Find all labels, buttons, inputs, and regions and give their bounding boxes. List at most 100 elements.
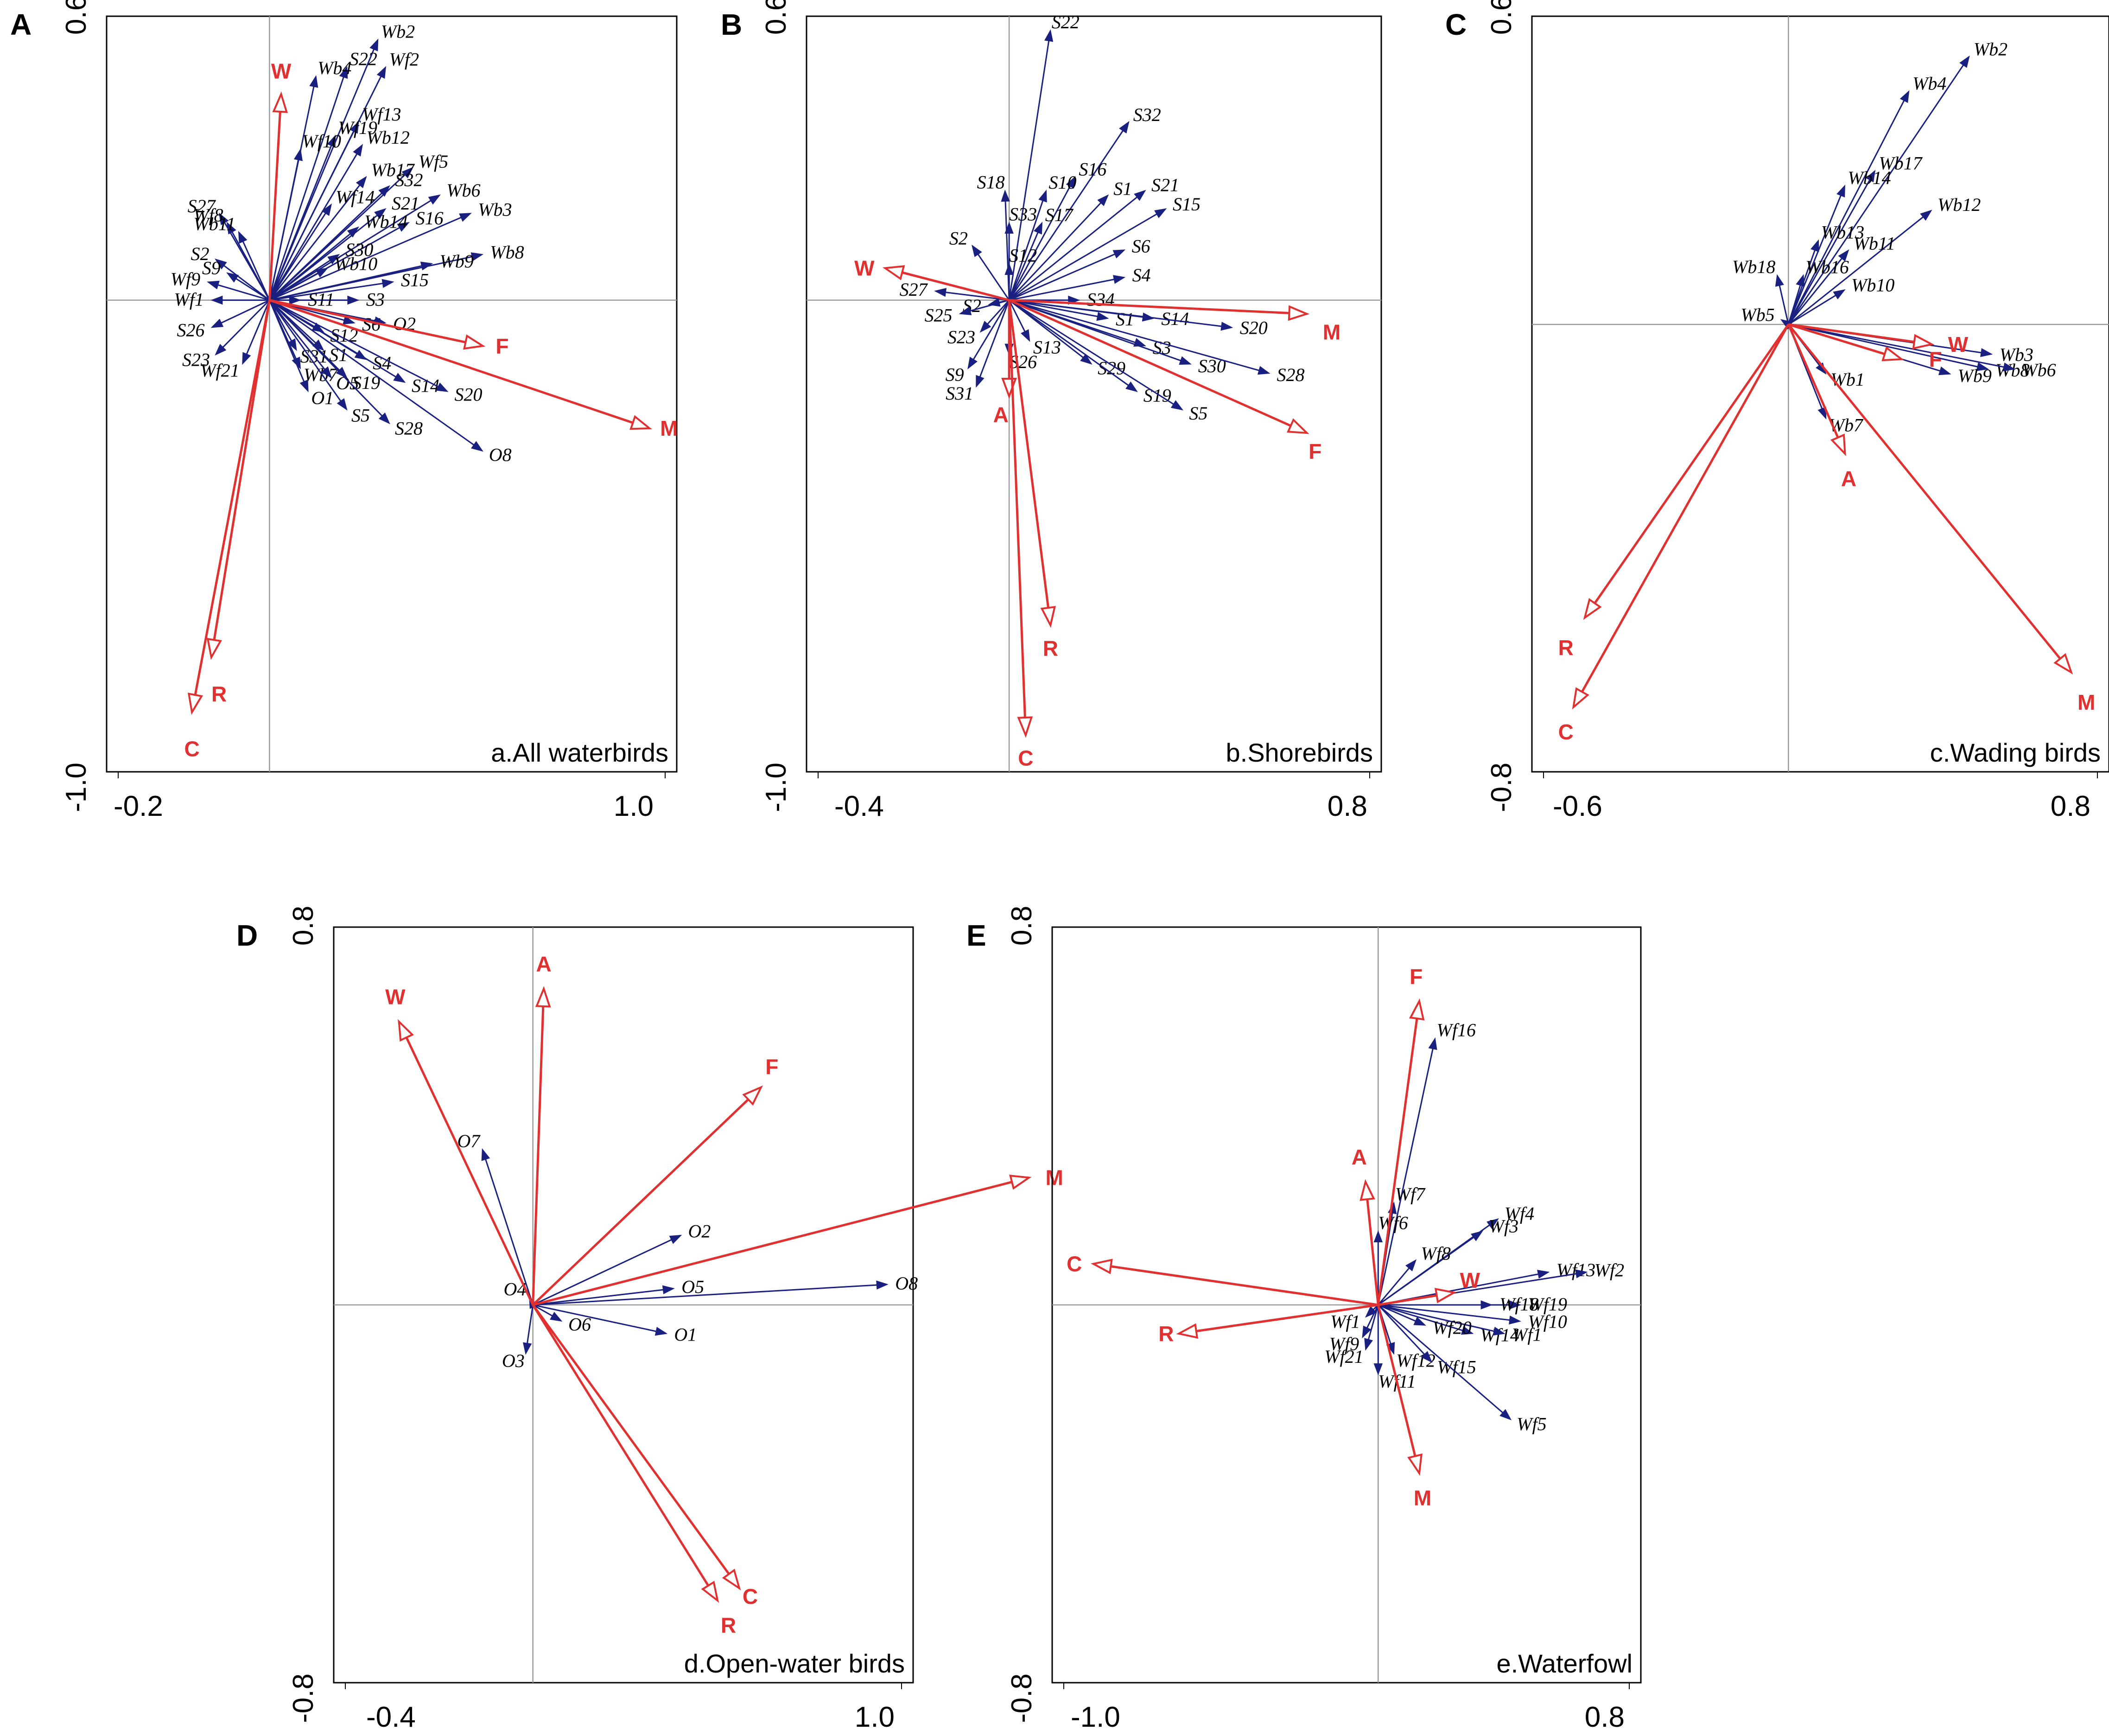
- species-s23-arrow-shaft: [222, 299, 270, 348]
- species-wb3-arrow-head: [459, 213, 472, 222]
- env-r-arrow-shaft: [1196, 1304, 1378, 1333]
- species-label: Wf7: [1395, 1184, 1426, 1205]
- species-vector-o1: O1: [269, 299, 334, 408]
- species-s9-arrow-head: [967, 356, 978, 369]
- species-wf9-arrow-shaft: [218, 284, 270, 301]
- env-m-arrow-shaft: [533, 1181, 1012, 1306]
- species-s4-arrow-head: [1112, 275, 1126, 284]
- x-tick-label: 0.8: [1328, 790, 1367, 822]
- species-vector-o2: O2: [533, 1221, 711, 1306]
- species-label: Wf13: [362, 104, 401, 125]
- species-wf16-arrow-head: [1428, 1037, 1437, 1050]
- species-wb4-arrow-shaft: [1788, 100, 1905, 325]
- species-wf8-arrow-shaft: [231, 231, 270, 301]
- species-vector-wf10: Wf10: [268, 131, 341, 300]
- env-vector-w: W: [1788, 323, 1969, 356]
- x-tick-label: 0.8: [2051, 790, 2090, 822]
- species-wf6-arrow-head: [1373, 1230, 1383, 1243]
- species-vector-wf1: Wf1: [1378, 1304, 1542, 1345]
- species-o5-arrow-head: [321, 366, 332, 379]
- species-o8-arrow-shaft: [269, 299, 474, 445]
- species-vector-wb14: Wb14: [1787, 167, 1891, 325]
- species-vector-s22: S22: [1008, 12, 1080, 300]
- species-label: O1: [674, 1324, 697, 1345]
- species-s6-arrow-shaft: [1009, 254, 1115, 301]
- species-vector-o5: O5: [533, 1277, 704, 1306]
- species-wf5-arrow-shaft: [1378, 1304, 1503, 1413]
- env-label: F: [765, 1055, 778, 1079]
- x-tick-label: 1.0: [614, 790, 654, 822]
- species-label: Wb17: [1879, 153, 1923, 173]
- species-vector-wb3: Wb3: [269, 199, 512, 301]
- env-f-arrow-shaft: [532, 1098, 750, 1306]
- env-vector-c: C: [1558, 324, 1790, 744]
- species-s19-arrow-head: [336, 367, 348, 379]
- species-label: Wb4: [318, 57, 351, 78]
- species-label: Wf21: [200, 360, 239, 381]
- env-label: C: [1558, 720, 1574, 744]
- species-s9-arrow-head: [226, 272, 239, 283]
- panel-title: e.Waterfowl: [1496, 1649, 1633, 1678]
- species-vector-wf15: Wf15: [1378, 1304, 1476, 1378]
- species-wf16-arrow-shaft: [1377, 1049, 1434, 1305]
- species-vector-s20: S20: [269, 299, 483, 405]
- species-label: Wf18: [1499, 1294, 1538, 1315]
- species-o6-arrow-head: [550, 1311, 563, 1322]
- species-wf9-arrow-head: [207, 280, 220, 290]
- species-s5-arrow-head: [337, 398, 348, 411]
- species-vector-s9: S9: [202, 258, 270, 301]
- species-label: S21: [392, 193, 419, 214]
- species-wb2-arrow-head: [369, 38, 379, 51]
- species-vector-s15: S15: [1009, 194, 1201, 301]
- species-s28-arrow-head: [378, 412, 390, 425]
- species-wf9-arrow-head: [1362, 1325, 1372, 1339]
- species-o1-arrow-head: [299, 379, 309, 393]
- env-f-arrow-shaft: [269, 299, 466, 343]
- x-tick-label: -0.4: [366, 1701, 416, 1733]
- species-label: S30: [1198, 356, 1226, 376]
- species-vector-wf21: Wf21: [200, 299, 270, 381]
- species-vector-wf2: Wf2: [1378, 1260, 1624, 1306]
- species-vector-s1: S1: [1009, 178, 1132, 301]
- env-label: R: [211, 682, 227, 706]
- env-a-arrow-head: [1830, 433, 1846, 456]
- species-label: O8: [489, 445, 512, 465]
- y-tick-label: 0.6: [60, 0, 92, 35]
- species-label: S1: [329, 344, 348, 365]
- species-vector-wf10: Wf10: [1378, 1304, 1567, 1332]
- env-vector-f: F: [269, 299, 509, 358]
- species-s15-arrow-head: [381, 279, 394, 288]
- species-vector-wf3: Wf3: [1378, 1215, 1518, 1306]
- env-label: A: [536, 952, 552, 976]
- env-vector-m: M: [533, 1165, 1063, 1306]
- species-vector-s13: S13: [1008, 299, 1061, 358]
- species-s15-arrow-shaft: [1009, 213, 1157, 301]
- species-wb9-arrow-shaft: [269, 265, 422, 301]
- species-vector-wf1: Wf1: [174, 289, 270, 310]
- env-w-arrow-head: [272, 91, 288, 113]
- env-vector-c: C: [1008, 300, 1033, 770]
- species-label: Wf16: [1437, 1020, 1476, 1041]
- species-label: S3: [366, 289, 385, 310]
- species-label: Wf1: [1512, 1324, 1542, 1345]
- species-label: Wb11: [194, 214, 235, 235]
- env-label: F: [1929, 347, 1942, 371]
- species-vector-wb16: Wb16: [1787, 256, 1849, 325]
- species-wb13-arrow-head: [1810, 239, 1819, 252]
- env-vector-c: C: [1067, 1252, 1378, 1306]
- env-vector-m: M: [1009, 299, 1340, 344]
- species-vector-wb10: Wb10: [1788, 274, 1894, 325]
- species-label: Wf21: [1324, 1346, 1363, 1367]
- species-s20-arrow-shaft: [1009, 299, 1222, 327]
- species-vector-wf13: Wf13: [269, 104, 401, 301]
- species-label: S12: [1009, 245, 1037, 266]
- species-wf5-arrow-head: [401, 167, 414, 178]
- species-label: Wb14: [364, 211, 407, 232]
- species-wf2-arrow-head: [1575, 1269, 1588, 1278]
- species-wb18-arrow-head: [1775, 274, 1784, 287]
- species-o8-arrow-shaft: [533, 1284, 877, 1306]
- species-vector-s26: S26: [177, 299, 270, 341]
- species-vector-s5: S5: [269, 299, 370, 426]
- species-label: Wb12: [366, 127, 409, 148]
